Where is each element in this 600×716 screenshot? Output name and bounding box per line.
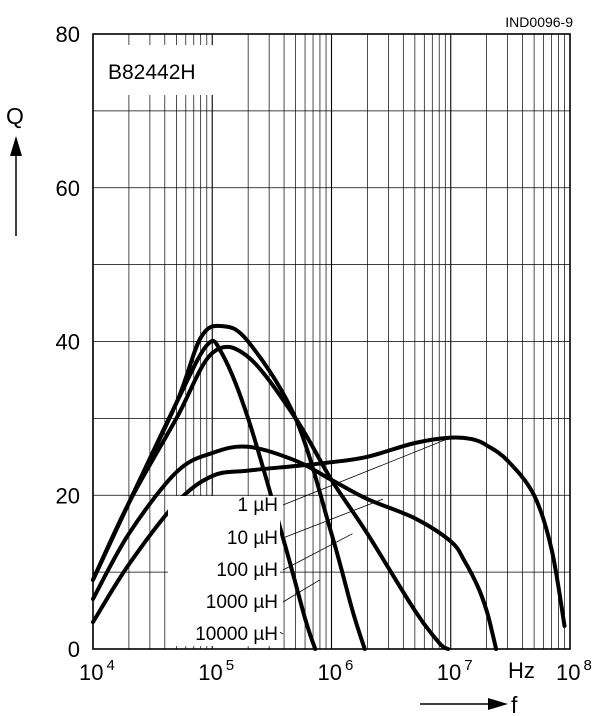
- y-axis-label: Q: [6, 103, 24, 129]
- grid: [92, 33, 570, 650]
- x-tick-label: 10 4: [79, 657, 115, 685]
- chart-title: B82442H: [108, 61, 196, 84]
- y-tick-label: 80: [56, 22, 80, 47]
- legend-entry-4: 1000 µH: [206, 592, 278, 613]
- y-tick-label: 20: [56, 483, 80, 508]
- legend-leader-2: [282, 498, 384, 539]
- x-tick-label: 10 5: [198, 657, 234, 685]
- legend-background: [168, 496, 280, 646]
- legend-entry-5: 10000 µH: [195, 624, 278, 645]
- legend-entry-3: 100 µH: [216, 560, 278, 581]
- y-tick-labels: 0 20 40 60 80: [56, 22, 80, 662]
- x-tick-label: 10 6: [318, 657, 354, 685]
- x-axis-label: f: [511, 692, 518, 716]
- title-box: [96, 45, 216, 95]
- y-axis-arrow: [10, 136, 22, 236]
- legend-leader-1: [282, 437, 451, 506]
- y-tick-label: 0: [68, 637, 80, 662]
- series-line-5: [91, 338, 318, 651]
- series-line-1: [91, 435, 567, 628]
- plot-frame: [92, 33, 571, 650]
- legend-entry-2: 10 µH: [227, 528, 278, 549]
- y-tick-label: 60: [56, 176, 80, 201]
- legend: 1 µH 10 µH 100 µH 1000 µH 10000 µH: [168, 495, 280, 646]
- series-line-2: [91, 444, 499, 651]
- x-axis-unit: Hz: [508, 658, 535, 683]
- x-tick-label: 10 8: [556, 657, 592, 685]
- curves: [91, 323, 567, 651]
- x-axis-arrow: [420, 698, 508, 710]
- reference-code: IND0096-9: [505, 14, 573, 30]
- legend-leaders: [268, 437, 451, 635]
- legend-leader-4: [282, 579, 321, 603]
- legend-entry-1: 1 µH: [237, 495, 278, 516]
- x-tick-label: 10 7: [437, 657, 473, 685]
- y-tick-label: 40: [56, 330, 80, 355]
- legend-leader-3: [282, 533, 353, 571]
